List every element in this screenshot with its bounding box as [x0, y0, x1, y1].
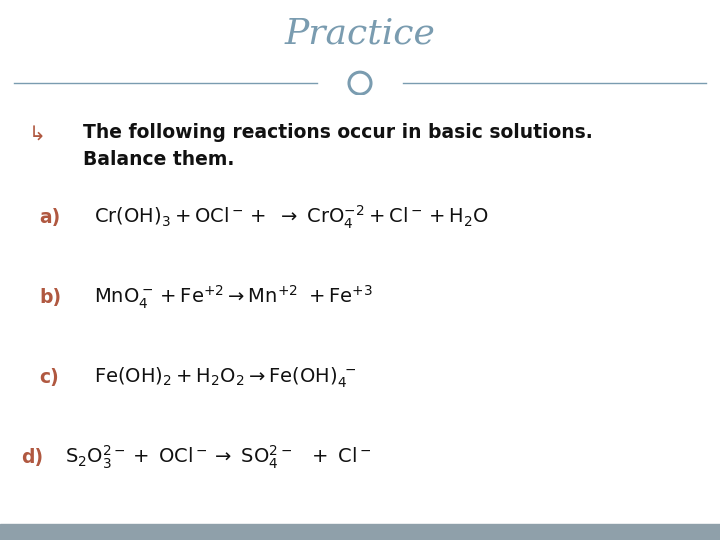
Text: ↳: ↳: [29, 125, 45, 144]
Text: $\mathregular{Cr(OH)_3 + OCl^- + \ \rightarrow \ CrO_4^{-2} + Cl^- + H_2O}$: $\mathregular{Cr(OH)_3 + OCl^- + \ \righ…: [94, 204, 489, 231]
Text: Balance them.: Balance them.: [83, 150, 234, 168]
Text: b): b): [40, 288, 62, 307]
Text: $\mathregular{S_2O_3^{2-} + \ OCl^- \rightarrow \ SO_4^{2-} \ \ + \ Cl^-}$: $\mathregular{S_2O_3^{2-} + \ OCl^- \rig…: [65, 444, 372, 471]
Text: c): c): [40, 368, 59, 387]
Text: Practice: Practice: [284, 16, 436, 50]
Text: $\mathregular{MnO_4^- + Fe^{+2} \rightarrow Mn^{+2} \ + Fe^{+3}}$: $\mathregular{MnO_4^- + Fe^{+2} \rightar…: [94, 284, 372, 311]
Text: The following reactions occur in basic solutions.: The following reactions occur in basic s…: [83, 123, 593, 142]
Bar: [0, 524, 720, 540]
Text: d): d): [22, 448, 44, 467]
Text: a): a): [40, 207, 61, 226]
Text: $\mathregular{Fe(OH)_2 + H_2O_2 \rightarrow Fe(OH)_4^{\ -}}$: $\mathregular{Fe(OH)_2 + H_2O_2 \rightar…: [94, 365, 356, 390]
